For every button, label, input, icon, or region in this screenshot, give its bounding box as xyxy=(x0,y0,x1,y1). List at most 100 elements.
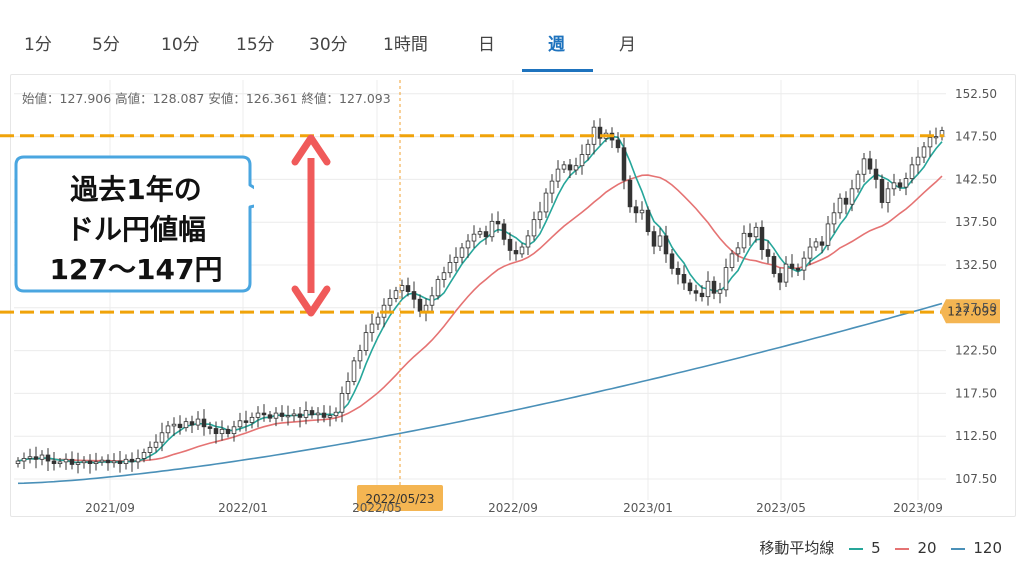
candle-body xyxy=(633,206,639,214)
candle-body xyxy=(447,262,453,274)
tab-5min[interactable]: 5分 xyxy=(92,35,120,55)
candle-body xyxy=(657,235,663,247)
tab-15min[interactable]: 15分 xyxy=(236,35,275,55)
candle-body xyxy=(915,156,921,166)
candle-body xyxy=(711,280,717,294)
candle-body xyxy=(93,461,99,464)
candle-body xyxy=(927,137,933,148)
candle-body xyxy=(561,164,567,170)
candle-body xyxy=(747,232,753,238)
y-tick-label: 142.50 xyxy=(955,172,997,186)
x-tick-label: 2023/05 xyxy=(756,501,806,515)
candle-body xyxy=(621,147,627,181)
candle-body xyxy=(783,263,789,283)
candle-body xyxy=(597,126,603,139)
candle-body xyxy=(435,279,441,297)
y-tick-label: 107.50 xyxy=(955,472,997,486)
candle-body xyxy=(753,226,759,238)
candle-body xyxy=(117,460,123,464)
candle-body xyxy=(765,249,771,257)
callout-box xyxy=(14,155,254,293)
candle-body xyxy=(57,461,63,464)
candle-body xyxy=(147,446,153,453)
candle-body xyxy=(123,458,129,464)
candle-body xyxy=(879,178,885,203)
ohlc-readout: 始値：127.906 高値：128.087 安値：126.361 終値：127.… xyxy=(22,91,391,106)
candle-body xyxy=(219,428,225,435)
candle-body xyxy=(651,231,657,247)
candle-body xyxy=(423,304,429,312)
candle-body xyxy=(399,285,405,292)
candle-body xyxy=(789,263,795,269)
tab-1hour[interactable]: 1時間 xyxy=(383,35,428,55)
legend-swatch-5 xyxy=(849,547,864,550)
candle-body xyxy=(861,158,867,175)
candle-body xyxy=(465,240,471,249)
candle-body xyxy=(807,246,813,259)
candle-body xyxy=(405,285,411,292)
tab-month[interactable]: 月 xyxy=(619,35,636,55)
legend-item-20: 20 xyxy=(917,539,937,557)
candle-body xyxy=(411,291,417,300)
candle-body xyxy=(825,223,831,246)
candle-body xyxy=(495,220,501,225)
callout-text: 過去1年の ドル円値幅 127〜147円 xyxy=(24,170,248,290)
candle-body xyxy=(339,392,345,413)
annotation-overlays: 2022/05/23 127.093 xyxy=(0,80,1000,511)
candle-body xyxy=(687,282,693,292)
chart-frame xyxy=(10,74,1016,517)
ma-120-line xyxy=(17,302,943,485)
candle-body xyxy=(453,256,459,263)
candle-body xyxy=(315,412,321,416)
candle-body xyxy=(885,188,891,203)
candle-body xyxy=(525,235,531,248)
candle-body xyxy=(645,209,651,233)
candle-body xyxy=(519,246,525,255)
candle-body xyxy=(15,460,21,464)
candle-body xyxy=(213,428,219,435)
y-tick-label: 117.50 xyxy=(955,386,997,400)
x-tick-label: 2023/09 xyxy=(893,501,943,515)
y-tick-label: 147.50 xyxy=(955,130,997,144)
legend-swatch-20 xyxy=(895,547,910,550)
candle-body xyxy=(417,298,423,312)
candle-body xyxy=(513,250,519,255)
candle-body xyxy=(675,268,681,275)
candle-body xyxy=(489,220,495,238)
candle-body xyxy=(921,146,927,158)
tab-1min[interactable]: 1分 xyxy=(24,35,52,55)
candle-body xyxy=(249,416,255,423)
candle-body xyxy=(273,412,279,419)
candle-body xyxy=(471,233,477,242)
candle-body xyxy=(225,428,231,435)
tab-30min[interactable]: 30分 xyxy=(309,35,348,55)
candle-body xyxy=(855,173,861,190)
candle-body xyxy=(459,247,465,258)
y-tick-label: 152.50 xyxy=(955,87,997,101)
tab-week[interactable]: 週 xyxy=(548,35,565,55)
y-tick-label: 137.50 xyxy=(955,215,997,229)
candle-body xyxy=(309,410,315,416)
tab-10min[interactable]: 10分 xyxy=(161,35,200,55)
candle-body xyxy=(171,423,177,427)
callout-line-3: 127〜147円 xyxy=(49,253,223,286)
x-tick-label: 2023/01 xyxy=(623,501,673,515)
candle-body xyxy=(177,423,183,429)
tab-day[interactable]: 日 xyxy=(478,35,495,55)
y-tick-label: 127.50 xyxy=(955,301,997,315)
candle-body xyxy=(45,454,51,462)
candle-body xyxy=(837,197,843,214)
candle-body xyxy=(297,413,303,418)
candle-body xyxy=(501,223,507,240)
candle-body xyxy=(357,350,363,362)
active-tab-indicator xyxy=(522,69,593,72)
y-tick-label: 112.50 xyxy=(955,429,997,443)
candle-body xyxy=(387,297,393,306)
candle-body xyxy=(369,323,375,334)
candle-body xyxy=(33,456,39,460)
candle-body xyxy=(507,238,513,251)
candle-body xyxy=(135,458,141,463)
candle-body xyxy=(183,421,189,429)
candle-body xyxy=(843,197,849,205)
ma-legend: 移動平均線 5 20 120 xyxy=(755,537,1002,558)
